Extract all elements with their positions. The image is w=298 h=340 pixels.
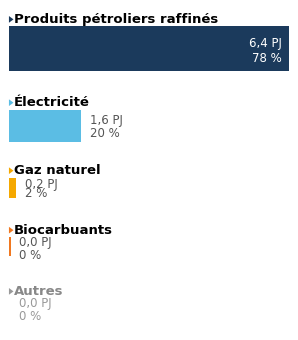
Text: Biocarbuants: Biocarbuants	[14, 224, 113, 237]
Text: Produits pétroliers raffinés: Produits pétroliers raffinés	[14, 13, 218, 26]
Text: 0,0 PJ: 0,0 PJ	[19, 297, 52, 310]
Polygon shape	[9, 16, 13, 23]
Polygon shape	[9, 167, 13, 174]
Text: Électricité: Électricité	[14, 96, 90, 109]
Bar	[9, 178, 16, 198]
Text: 1,6 PJ: 1,6 PJ	[90, 114, 122, 126]
Text: 0 %: 0 %	[19, 310, 42, 323]
Polygon shape	[9, 227, 13, 234]
Bar	[9, 110, 81, 142]
Polygon shape	[9, 99, 13, 106]
Text: 0,0 PJ: 0,0 PJ	[19, 236, 52, 249]
Polygon shape	[9, 288, 13, 295]
Text: 6,4 PJ: 6,4 PJ	[249, 37, 282, 50]
Text: 20 %: 20 %	[90, 128, 119, 140]
Text: Gaz naturel: Gaz naturel	[14, 164, 101, 177]
Text: 0,2 PJ: 0,2 PJ	[25, 178, 58, 191]
Text: 2 %: 2 %	[25, 187, 48, 200]
Text: 0 %: 0 %	[19, 249, 42, 262]
Bar	[9, 237, 11, 256]
Bar	[9, 27, 289, 71]
Text: Autres: Autres	[14, 285, 63, 298]
Text: 78 %: 78 %	[252, 52, 282, 65]
